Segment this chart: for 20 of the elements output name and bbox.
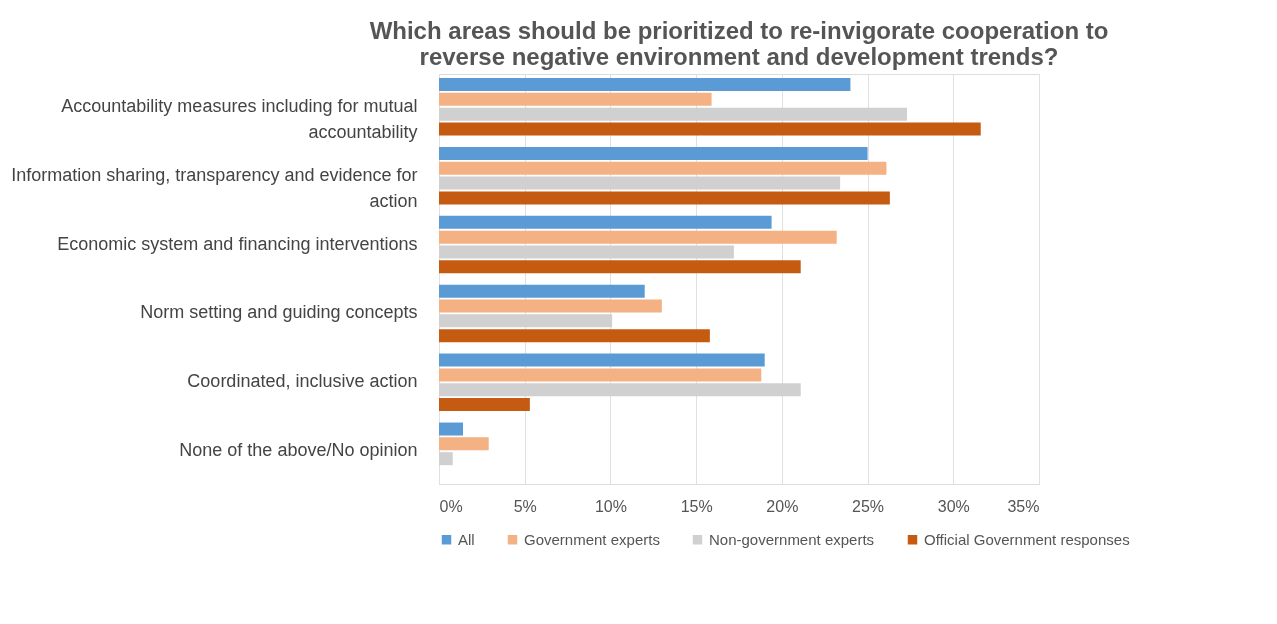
legend-label: All xyxy=(458,530,475,548)
y-tick-label: Coordinated, inclusive action xyxy=(187,371,418,392)
text: Which areas should be prioritized to re-invigorate cooperation to xyxy=(369,17,1109,44)
legend-label: Government experts xyxy=(524,530,660,548)
y-tick-label: Information sharing, transparency and evidence for action xyxy=(11,164,418,211)
x-tick-label: 20% xyxy=(766,497,799,515)
legend-label: Non-government experts xyxy=(709,530,875,548)
x-tick-label: 0% xyxy=(439,497,463,515)
legend-label: Official Government responses xyxy=(924,530,1130,548)
x-tick-label: 30% xyxy=(937,497,970,515)
x-tick-label: 25% xyxy=(852,497,885,515)
y-tick-label: None of the above/No opinion xyxy=(179,440,418,461)
x-tick-label: 35% xyxy=(1007,497,1040,515)
x-tick-label: 15% xyxy=(680,497,713,515)
y-tick-label: Norm setting and guiding concepts xyxy=(140,302,418,323)
y-tick-label: Economic system and financing interventions xyxy=(57,233,418,254)
x-tick-label: 10% xyxy=(594,497,627,515)
y-tick-label: Accountability measures including for mutual accountability xyxy=(61,95,418,142)
x-tick-label: 5% xyxy=(513,497,537,515)
text: reverse negative environment and development trends? xyxy=(419,43,1059,70)
